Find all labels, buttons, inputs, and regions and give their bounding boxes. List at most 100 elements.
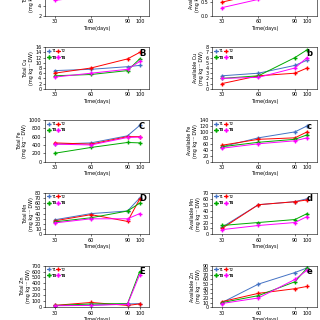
Legend: T3, T4: T3, T4: [47, 274, 65, 278]
T2: [257, 292, 260, 295]
T1: [257, 203, 260, 207]
T4: [220, 301, 224, 305]
T4: [293, 277, 297, 281]
T4: [305, 56, 309, 60]
Text: e: e: [306, 267, 312, 276]
T2: [125, 57, 129, 61]
T4: [125, 302, 129, 306]
Text: c: c: [306, 122, 311, 131]
Line: T2: T2: [220, 198, 309, 230]
T3: [89, 146, 93, 149]
T4: [257, 0, 260, 1]
T2: [305, 284, 309, 288]
Text: D: D: [139, 195, 146, 204]
Text: C: C: [139, 122, 145, 131]
Line: T1: T1: [53, 196, 141, 221]
T3: [125, 302, 129, 306]
Y-axis label: Total Cu
(mg kg⁻¹ DW): Total Cu (mg kg⁻¹ DW): [23, 51, 34, 85]
T4: [293, 66, 297, 70]
Line: T4: T4: [220, 56, 309, 80]
T3: [89, 302, 93, 306]
Line: T2: T2: [53, 51, 141, 75]
Legend: T3, T4: T3, T4: [214, 201, 233, 205]
Text: b: b: [306, 49, 312, 58]
T2: [52, 303, 56, 307]
Line: T2: T2: [53, 197, 141, 223]
T4: [125, 217, 129, 221]
T1: [138, 124, 142, 127]
Text: E: E: [139, 267, 145, 276]
Line: T3: T3: [220, 212, 309, 227]
T3: [305, 212, 309, 216]
T4: [52, 221, 56, 225]
T1: [220, 74, 224, 78]
Line: T3: T3: [53, 202, 141, 224]
Legend: T3, T4: T3, T4: [47, 128, 65, 132]
Line: T2: T2: [220, 0, 309, 4]
T3: [293, 56, 297, 60]
T3: [293, 137, 297, 141]
Line: T4: T4: [53, 0, 141, 2]
X-axis label: Time(days): Time(days): [84, 26, 111, 31]
Line: T4: T4: [53, 60, 141, 79]
Line: T4: T4: [220, 0, 309, 9]
T3: [125, 69, 129, 73]
T4: [138, 135, 142, 139]
Line: T1: T1: [220, 266, 309, 304]
T3: [257, 294, 260, 298]
Y-axis label: Available B
(mg kg⁻¹ DW): Available B (mg kg⁻¹ DW): [189, 0, 200, 12]
T2: [257, 137, 260, 141]
T2: [89, 142, 93, 146]
T4: [293, 220, 297, 224]
Line: T3: T3: [220, 266, 309, 304]
T3: [125, 140, 129, 144]
Line: T1: T1: [220, 124, 309, 148]
Line: T3: T3: [220, 133, 309, 148]
T4: [257, 224, 260, 228]
T3: [52, 151, 56, 155]
T4: [125, 68, 129, 71]
Text: B: B: [139, 49, 145, 58]
T3: [257, 220, 260, 224]
T2: [52, 141, 56, 145]
Line: T4: T4: [53, 212, 141, 225]
X-axis label: Time(days): Time(days): [84, 99, 111, 104]
T2: [125, 135, 129, 139]
T1: [89, 212, 93, 216]
Line: T3: T3: [53, 141, 141, 155]
T4: [125, 136, 129, 140]
T4: [257, 142, 260, 146]
Line: T3: T3: [53, 270, 141, 307]
Legend: T3, T4: T3, T4: [47, 56, 65, 60]
T2: [138, 302, 142, 306]
T2: [220, 227, 224, 230]
T4: [52, 0, 56, 2]
T2: [89, 213, 93, 217]
T1: [293, 63, 297, 67]
T1: [89, 141, 93, 145]
T3: [305, 266, 309, 270]
T3: [220, 301, 224, 305]
T3: [138, 201, 142, 205]
Y-axis label: Total Zn
(mg kg⁻¹ DW): Total Zn (mg kg⁻¹ DW): [20, 269, 31, 303]
Y-axis label: Available Mn
(mg kg⁻¹ DW): Available Mn (mg kg⁻¹ DW): [190, 197, 201, 230]
T1: [125, 209, 129, 213]
T2: [293, 136, 297, 140]
T3: [257, 74, 260, 78]
T4: [305, 215, 309, 219]
T2: [138, 135, 142, 139]
T2: [220, 300, 224, 304]
Text: d: d: [306, 195, 312, 204]
Y-axis label: Total Fe
(mg kg⁻¹ DW): Total Fe (mg kg⁻¹ DW): [17, 124, 28, 158]
T1: [257, 136, 260, 140]
T2: [305, 198, 309, 202]
Line: T2: T2: [220, 285, 309, 303]
T4: [138, 212, 142, 216]
T4: [52, 75, 56, 79]
T1: [257, 71, 260, 75]
Line: T4: T4: [220, 268, 309, 305]
Line: T2: T2: [220, 130, 309, 147]
X-axis label: Time(days): Time(days): [251, 26, 278, 31]
Line: T3: T3: [53, 57, 141, 77]
T3: [220, 224, 224, 228]
